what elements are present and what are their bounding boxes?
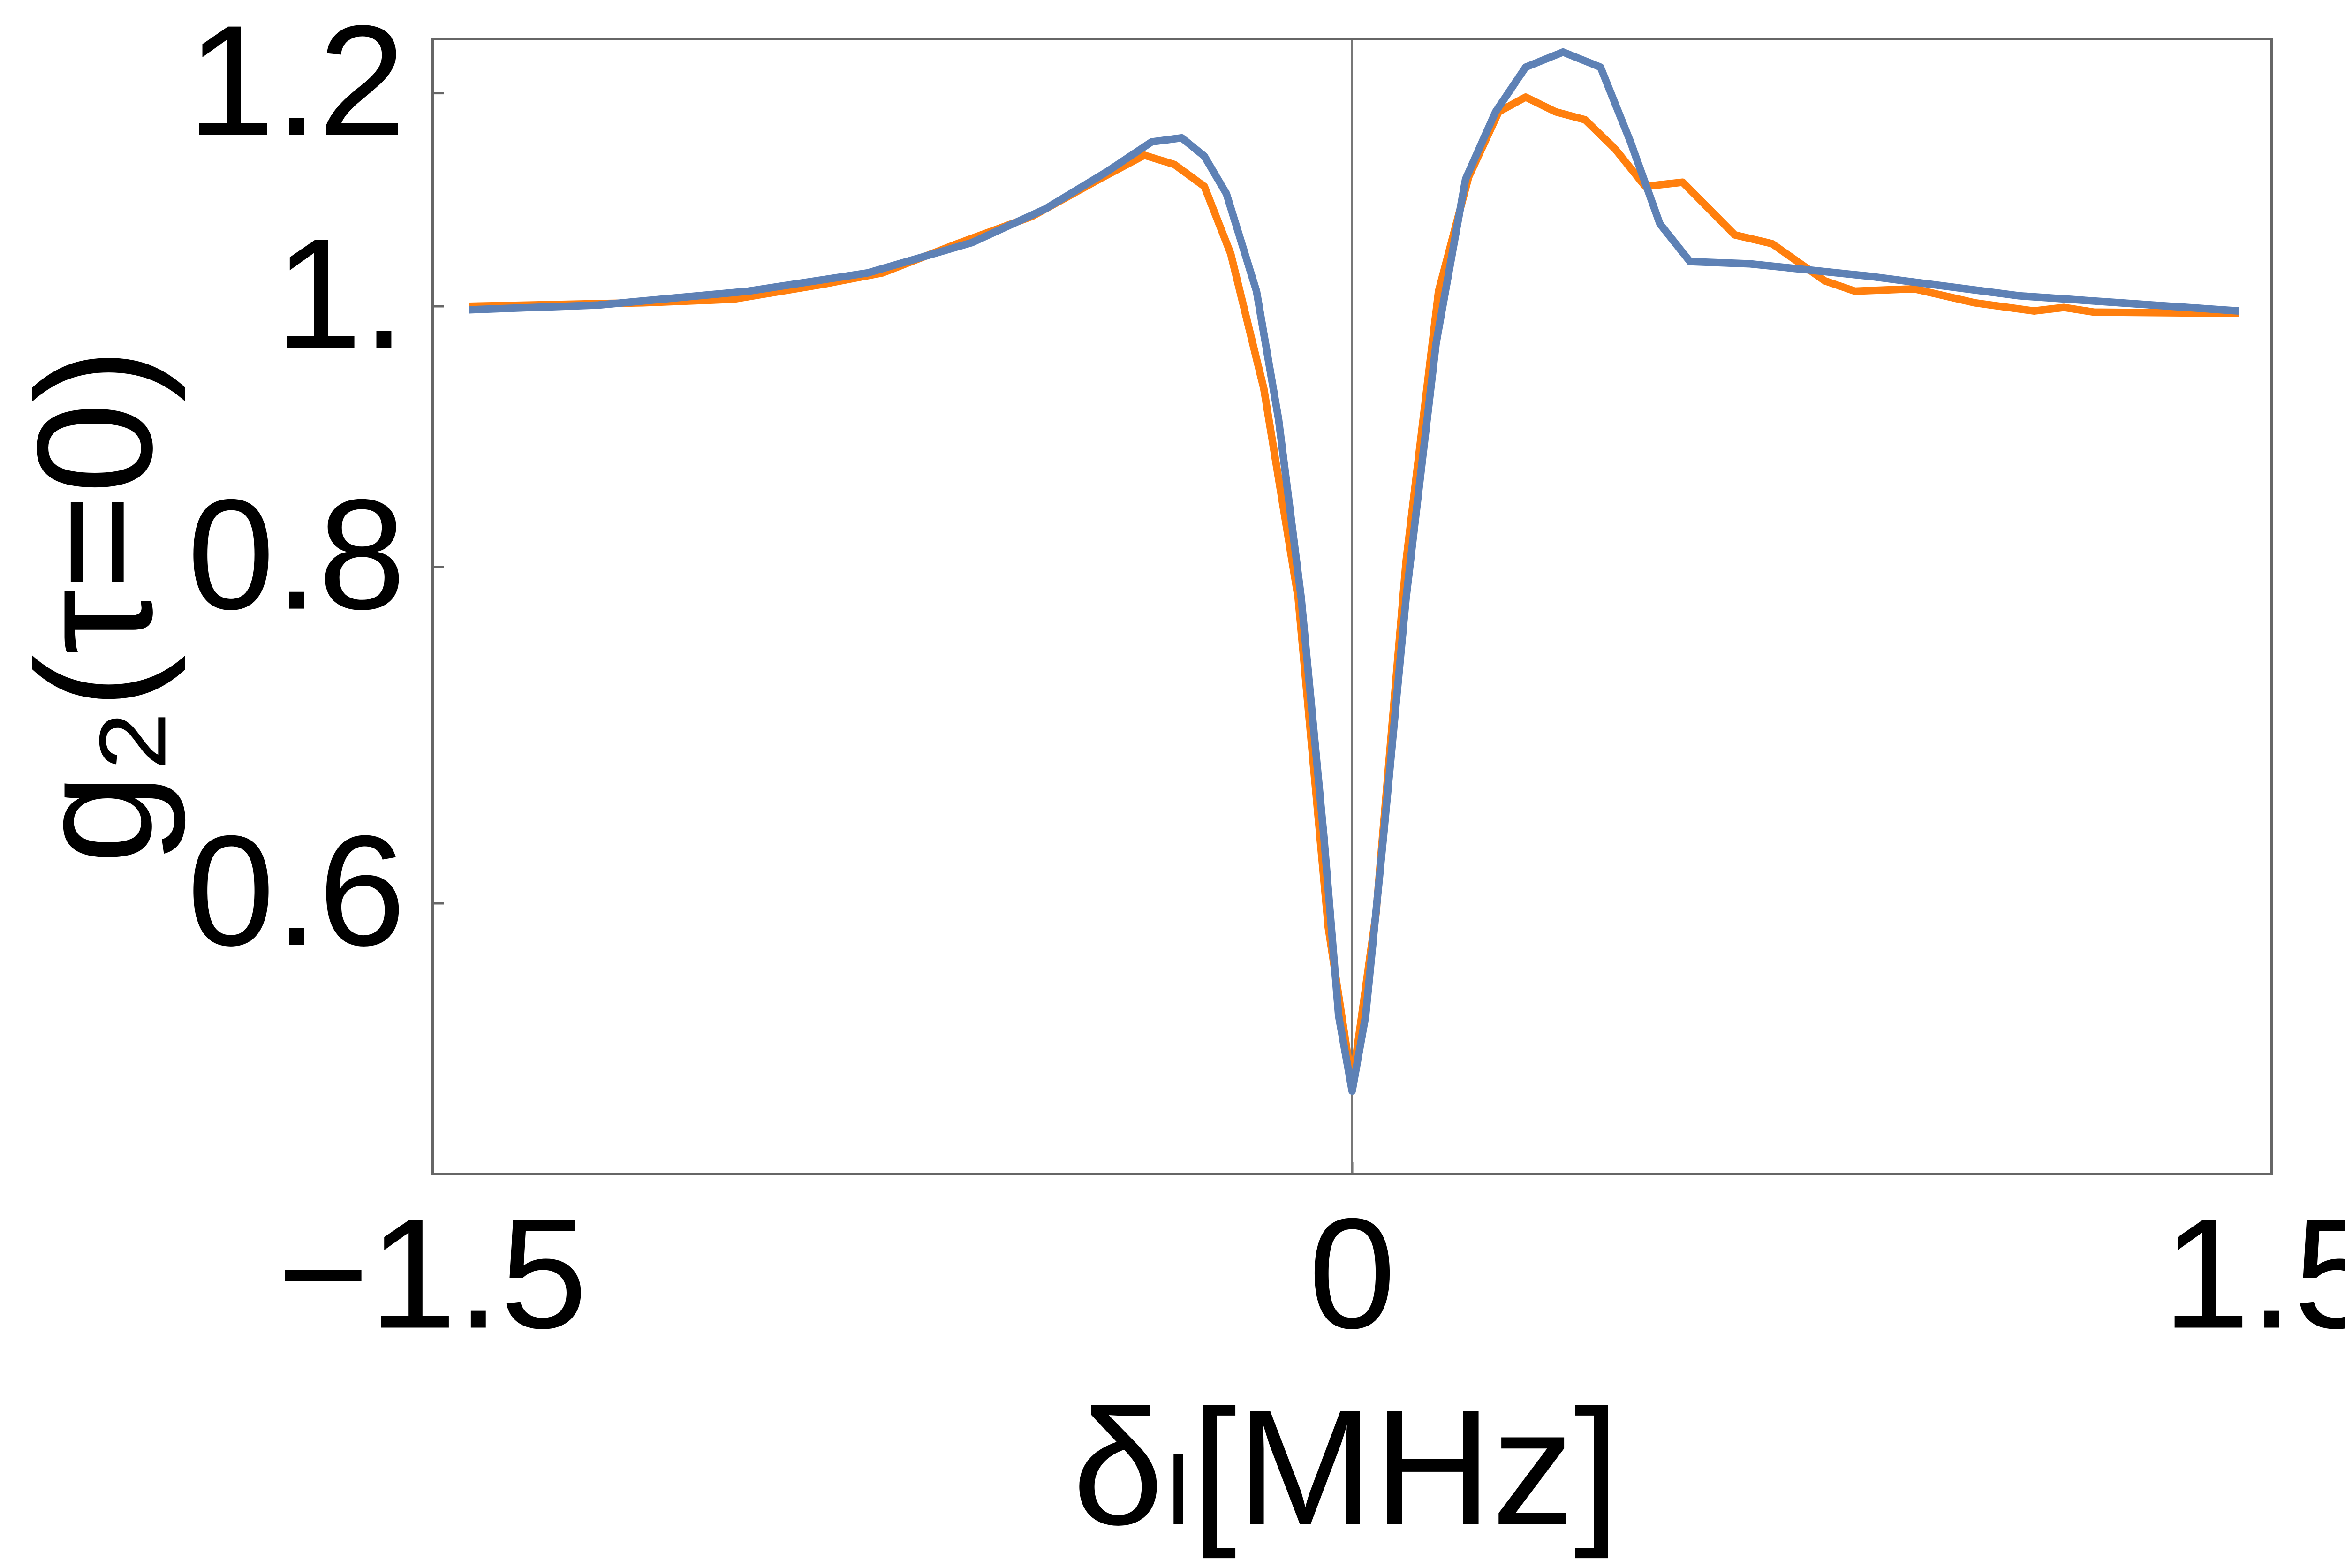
x-tick-label: 1.5 [2163, 1186, 2345, 1361]
x-tick-label: 0 [1309, 1186, 1396, 1361]
y-tick-label: 0.8 [187, 467, 406, 642]
y-tick-label: 0.6 [187, 803, 406, 978]
y-tick-label: 1.2 [187, 0, 406, 168]
x-axis-label: δₗ[MHz] [1073, 1376, 1620, 1560]
plot-frame [431, 38, 2273, 1175]
data-line [469, 93, 2239, 1088]
data-line [469, 48, 2239, 1095]
y-axis-label: g₂(τ=0) [3, 348, 187, 864]
x-tick-label: −1.5 [277, 1186, 587, 1361]
y-tick-label: 1. [275, 206, 406, 381]
